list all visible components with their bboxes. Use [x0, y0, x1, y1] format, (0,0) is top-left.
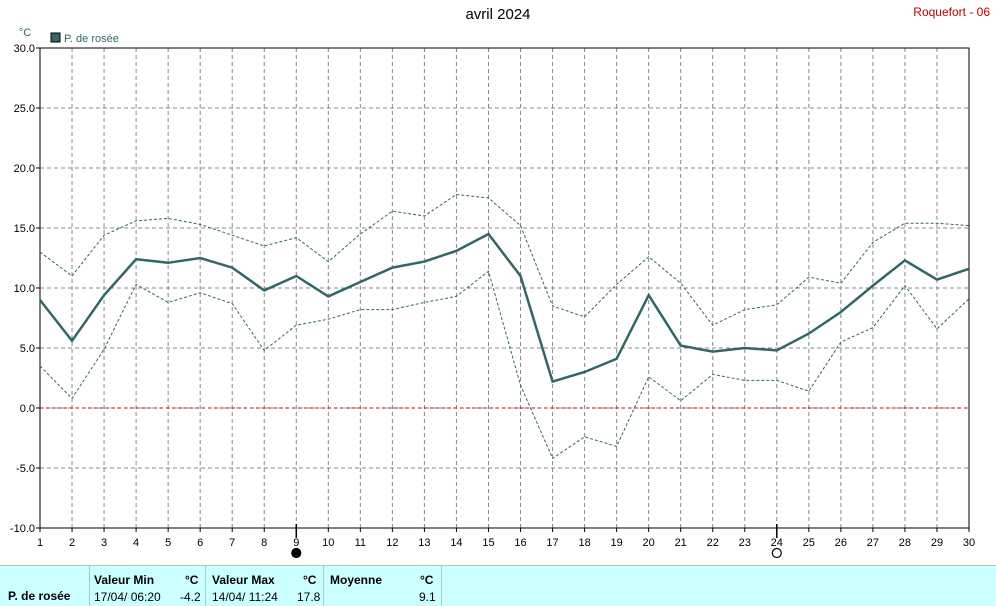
x-tick-label: 21 [675, 537, 687, 549]
x-tick-label: 8 [261, 537, 267, 549]
new-moon-icon [291, 547, 302, 559]
y-axis-unit: °C [19, 27, 31, 39]
x-tick-label: 15 [482, 537, 494, 549]
x-tick-label: 14 [450, 537, 462, 549]
x-tick-label: 24 [771, 537, 783, 549]
summary-min-label: Valeur Min [94, 573, 155, 587]
y-tick-label: 15.0 [14, 223, 35, 235]
summary-max-label: Valeur Max [212, 573, 275, 587]
x-tick-label: 12 [386, 537, 398, 549]
summary-min-value: -4.2 [180, 590, 201, 604]
summary-table: P. de rosée Valeur Min °C 17/04/ 06:20 -… [0, 565, 996, 606]
legend-swatch [50, 32, 61, 43]
x-tick-label: 2 [69, 537, 75, 549]
summary-param-cell: P. de rosée [0, 566, 90, 606]
x-tick-label: 7 [229, 537, 235, 549]
dew-point-chart: 30.025.020.015.010.05.00.0-5.0-10.01 2 3 4 5… [10, 27, 975, 559]
x-tick-label: 25 [803, 537, 815, 549]
summary-param-label: P. de rosée [8, 589, 71, 603]
plot-frame [39, 47, 970, 529]
y-tick-label: -10.0 [10, 523, 35, 535]
summary-max-unit: °C [303, 573, 317, 587]
y-tick-label: 0.0 [20, 403, 35, 415]
summary-avg-label: Moyenne [330, 573, 383, 587]
x-tick-label: 28 [899, 537, 911, 549]
summary-avg-value: 9.1 [419, 590, 436, 604]
x-tick-label: 19 [610, 537, 622, 549]
series-line-mean [39, 232, 970, 384]
x-tick-label: 18 [578, 537, 590, 549]
series-line-min [39, 270, 970, 460]
y-tick-label: 25.0 [14, 103, 35, 115]
summary-min-date: 17/04/ 06:20 [94, 590, 161, 604]
x-tick-label: 5 [165, 537, 171, 549]
x-tick-label: 30 [963, 537, 975, 549]
x-tick-label: 13 [418, 537, 430, 549]
y-tick-label: 5.0 [20, 343, 35, 355]
summary-max-date: 14/04/ 11:24 [212, 590, 278, 604]
x-tick-label: 1 [37, 537, 43, 549]
x-tick-label: 17 [546, 537, 558, 549]
y-tick-label: 20.0 [14, 163, 35, 175]
x-tick-label: 9 [293, 537, 299, 549]
x-tick-label: 4 [133, 537, 139, 549]
x-tick-label: 10 [322, 537, 334, 549]
summary-avg-unit: °C [420, 573, 434, 587]
summary-max-value: 17.8 [297, 590, 321, 604]
summary-avg-cell: Moyenne °C 9.1 [324, 566, 442, 606]
x-tick-label: 26 [835, 537, 847, 549]
x-tick-label: 16 [514, 537, 526, 549]
summary-min-unit: °C [185, 573, 199, 587]
station-name: Roquefort - 06 [913, 5, 990, 19]
x-tick-label: 20 [643, 537, 655, 549]
summary-min-cell: Valeur Min °C 17/04/ 06:20 -4.2 [90, 566, 206, 606]
x-tick-label: 3 [101, 537, 107, 549]
x-tick-label: 22 [707, 537, 719, 549]
x-tick-label: 6 [197, 537, 203, 549]
x-tick-label: 11 [355, 537, 366, 549]
summary-max-cell: Valeur Max °C 14/04/ 11:24 17.8 [206, 566, 324, 606]
y-tick-label: -5.0 [16, 463, 35, 475]
legend-label: P. de rosée [64, 33, 119, 45]
y-tick-label: 30.0 [14, 43, 35, 55]
x-tick-label: 27 [867, 537, 879, 549]
series-line-max [39, 193, 970, 326]
x-tick-label: 29 [931, 537, 943, 549]
full-moon-icon [771, 547, 782, 559]
x-tick-label: 23 [739, 537, 751, 549]
chart-title: avril 2024 [465, 6, 531, 23]
y-tick-label: 10.0 [14, 283, 35, 295]
